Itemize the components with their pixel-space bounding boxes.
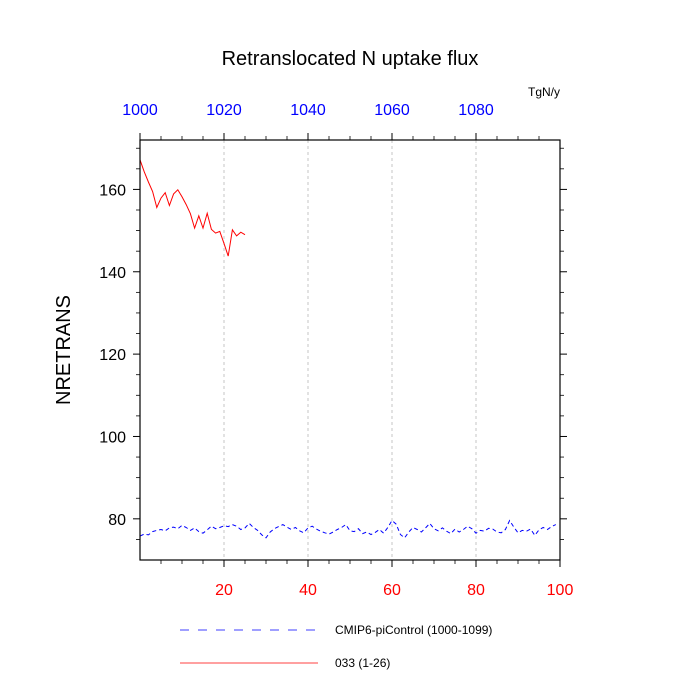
series-line-1: [139, 519, 557, 539]
y-tick-label: 80: [108, 512, 126, 529]
x-tick-label: 80: [467, 582, 485, 599]
x-tick-label: 20: [215, 582, 233, 599]
y-axis-label: NRETRANS: [53, 295, 75, 405]
series-line-2: [139, 159, 246, 257]
x-top-tick-label: 1020: [206, 102, 242, 119]
x-tick-label: 60: [383, 582, 401, 599]
chart-title: Retranslocated N uptake flux: [222, 48, 479, 70]
y-tick-label: 100: [99, 429, 126, 446]
x-top-tick-label: 1040: [290, 102, 326, 119]
x-tick-label: 40: [299, 582, 317, 599]
x-tick-label: 100: [547, 582, 574, 599]
units-label: TgN/y: [528, 85, 560, 99]
y-tick-label: 120: [99, 347, 126, 364]
y-tick-label: 140: [99, 265, 126, 282]
plot-series: [139, 159, 557, 539]
x-top-tick-label: 1080: [458, 102, 494, 119]
x-top-tick-label: 1060: [374, 102, 410, 119]
legend-label: CMIP6-piControl (1000-1099): [335, 623, 492, 637]
plot-frame: [139, 139, 561, 561]
legend-label: 033 (1-26): [335, 656, 390, 670]
grid-lines: [223, 140, 477, 560]
y-tick-label: 160: [99, 182, 126, 199]
axis-ticks: 20 40 60 80 100 1000 1020 1040 1060 1080 80 100 120 1…: [99, 102, 573, 599]
x-top-tick-label: 1000: [122, 102, 158, 119]
legend: CMIP6-piControl (1000-1099) 033 (1-26): [180, 623, 492, 670]
